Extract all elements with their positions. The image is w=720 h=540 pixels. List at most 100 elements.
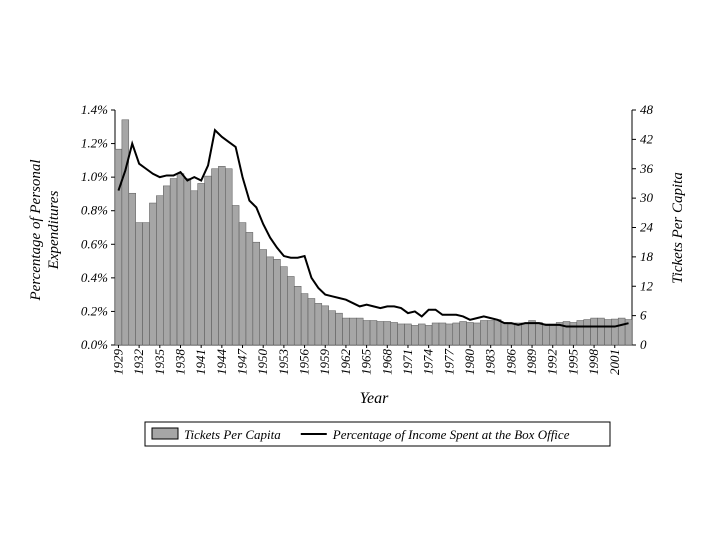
bar xyxy=(418,323,426,346)
bar xyxy=(576,320,584,346)
bar xyxy=(135,222,143,346)
x-tick-label: 1980 xyxy=(462,349,477,376)
x-tick-label: 1971 xyxy=(400,349,415,375)
y-tick-label: 1.2% xyxy=(81,136,108,151)
legend-label: Tickets Per Capita xyxy=(184,427,281,442)
legend-label: Percentage of Income Spent at the Box Of… xyxy=(332,427,570,442)
x-tick-label: 1977 xyxy=(441,349,456,376)
bar xyxy=(604,319,612,346)
y2-tick-label: 0 xyxy=(640,337,647,352)
y-axis-title: Percentage of Personal xyxy=(28,159,44,301)
x-tick-label: 1965 xyxy=(359,349,374,376)
y-tick-label: 0.4% xyxy=(81,270,108,285)
x-tick-label: 1962 xyxy=(338,349,353,376)
bar xyxy=(197,183,205,346)
bar xyxy=(300,293,309,346)
bar xyxy=(121,119,130,346)
x-tick-label: 1992 xyxy=(545,349,560,376)
bar xyxy=(287,276,295,346)
bar xyxy=(183,178,192,346)
x-tick-label: 1956 xyxy=(297,349,312,376)
x-tick-label: 1932 xyxy=(131,349,146,376)
x-tick-label: 1953 xyxy=(276,349,291,376)
bar xyxy=(617,317,626,346)
bar xyxy=(169,178,178,346)
x-tick-label: 1998 xyxy=(586,349,601,376)
bar xyxy=(176,173,185,346)
bar xyxy=(335,312,343,346)
bar xyxy=(514,322,522,346)
bar xyxy=(583,319,591,346)
bar xyxy=(597,317,605,346)
bar xyxy=(142,222,150,346)
bar xyxy=(156,195,164,346)
y2-tick-label: 42 xyxy=(640,131,654,146)
bar xyxy=(280,266,288,346)
bar xyxy=(549,323,557,346)
legend-swatch xyxy=(151,427,179,440)
x-axis-title: Year xyxy=(360,390,390,407)
bar xyxy=(356,317,364,346)
bar xyxy=(231,205,240,346)
x-tick-label: 1974 xyxy=(421,349,436,376)
bar xyxy=(383,321,391,346)
bar xyxy=(486,320,495,346)
y-tick-label: 1.0% xyxy=(81,169,108,184)
x-tick-label: 1938 xyxy=(172,349,187,376)
x-tick-label: 1989 xyxy=(524,349,539,376)
x-tick-label: 1968 xyxy=(379,349,394,376)
bar xyxy=(493,319,502,346)
y2-tick-label: 48 xyxy=(640,102,654,117)
y-axis-title: Expenditures xyxy=(46,191,62,271)
y2-tick-label: 30 xyxy=(639,190,654,205)
x-tick-label: 2001 xyxy=(607,349,622,375)
bar xyxy=(245,232,254,346)
bar xyxy=(611,318,619,346)
x-tick-label: 1986 xyxy=(503,349,518,376)
bar xyxy=(293,286,302,346)
bar xyxy=(362,320,371,346)
x-tick-label: 1935 xyxy=(152,349,167,376)
legend-box xyxy=(144,421,611,447)
y2-axis-title: Tickets Per Capita xyxy=(670,172,686,284)
bar xyxy=(252,241,261,346)
bar xyxy=(473,322,481,346)
bar xyxy=(114,148,123,346)
line xyxy=(117,128,629,328)
bar xyxy=(521,322,529,346)
y-tick-label: 0.2% xyxy=(81,303,108,318)
bar xyxy=(390,322,398,346)
bar xyxy=(211,168,219,346)
y-tick-label: 0.6% xyxy=(81,236,108,251)
x-tick-label: 1947 xyxy=(235,349,250,376)
bar xyxy=(507,323,516,346)
y-tick-label: 0.8% xyxy=(81,203,108,218)
bar xyxy=(369,320,378,346)
bar xyxy=(190,190,198,346)
x-tick-label: 1944 xyxy=(214,349,229,376)
bar xyxy=(480,320,488,346)
bar xyxy=(500,322,509,346)
y2-tick-label: 24 xyxy=(640,220,654,235)
bar xyxy=(307,298,316,346)
bar xyxy=(445,323,454,346)
bar xyxy=(204,175,212,346)
bar xyxy=(404,323,412,346)
bar xyxy=(238,222,247,346)
bar xyxy=(266,256,274,346)
y2-tick-label: 36 xyxy=(639,161,654,176)
x-tick-label: 1941 xyxy=(193,349,208,375)
y2-tick-label: 12 xyxy=(640,278,654,293)
y2-tick-label: 18 xyxy=(640,249,654,264)
x-tick-label: 1983 xyxy=(483,349,498,376)
bar xyxy=(528,320,536,346)
bar xyxy=(273,259,281,346)
bar xyxy=(535,322,543,346)
x-tick-label: 1950 xyxy=(255,349,270,376)
bar xyxy=(349,317,357,346)
x-tick-label: 1929 xyxy=(110,349,125,376)
bar xyxy=(342,317,350,346)
bar xyxy=(328,310,336,346)
y-tick-label: 1.4% xyxy=(81,102,108,117)
